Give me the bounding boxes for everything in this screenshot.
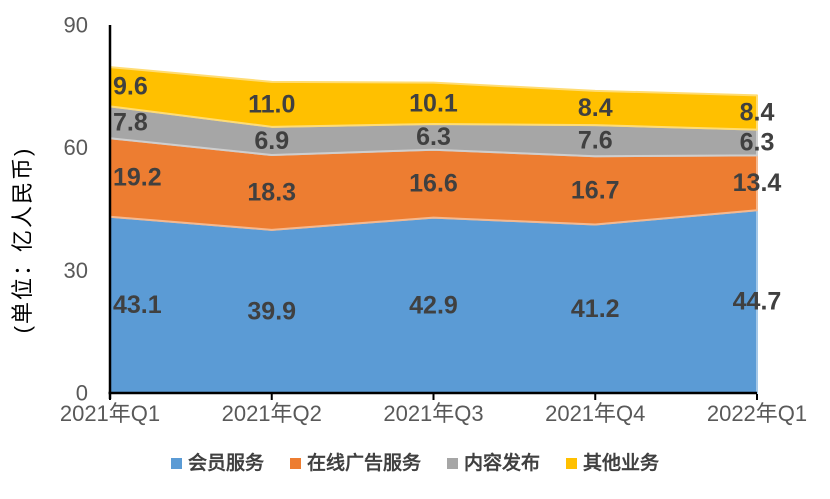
data-label: 42.9: [409, 291, 458, 319]
y-tick-label: 90: [64, 13, 88, 38]
legend-swatch-icon: [447, 457, 458, 469]
y-tick-label: 60: [64, 135, 88, 160]
x-tick-label: 2021年Q1: [60, 401, 160, 426]
plot-area: [109, 66, 758, 394]
chart-legend: 会员服务 在线广告服务 内容发布 其他业务: [0, 448, 830, 478]
legend-item-content-publishing: 内容发布: [447, 454, 540, 473]
legend-label: 内容发布: [464, 452, 541, 474]
axes: 0 30 60 90 2021年Q1 2021年Q2 2021年Q3 2021年Q4 2022年…: [60, 13, 807, 427]
data-label: 18.3: [247, 178, 296, 206]
data-label: 16.7: [571, 176, 620, 204]
legend-item-membership-services: 会员服务: [170, 452, 264, 474]
legend-label: 在线广告服务: [306, 452, 421, 474]
legend-item-online-advertising: 在线广告服务: [289, 452, 421, 474]
data-label: 6.3: [740, 129, 775, 157]
data-label: 9.6: [113, 73, 148, 101]
data-label: 8.4: [740, 99, 775, 127]
data-label: 13.4: [733, 169, 782, 197]
legend-swatch-icon: [566, 457, 578, 469]
area-other-business: [109, 66, 758, 131]
legend-swatch-icon: [170, 457, 182, 469]
stacked-area-chart: 0 30 60 90 2021年Q1 2021年Q2 2021年Q3 2021年Q4 2022年…: [10, 13, 807, 427]
data-label: 11.0: [248, 90, 295, 118]
data-labels: 43.1 39.9 42.9 41.2 44.7 19.2 18.3 16.6 16.7 13.4…: [113, 73, 781, 326]
data-label: 43.1: [113, 291, 162, 319]
data-label: 44.7: [733, 288, 782, 316]
x-tick-label: 2022年Q1: [707, 401, 807, 426]
x-tick-label: 2021年Q3: [383, 401, 483, 426]
y-tick-label: 0: [76, 381, 88, 406]
data-label: 8.4: [578, 94, 613, 122]
data-label: 7.8: [113, 108, 148, 136]
y-axis-title: (单位：亿人民币): [10, 147, 35, 334]
y-tick-label: 30: [64, 258, 88, 283]
legend-item-other-business: 其他业务: [566, 454, 659, 473]
data-label: 41.2: [571, 295, 620, 323]
data-label: 6.3: [416, 123, 451, 151]
x-tick-label: 2021年Q2: [222, 401, 322, 426]
data-label: 39.9: [247, 297, 296, 325]
legend-label: 会员服务: [187, 452, 264, 474]
data-label: 19.2: [113, 164, 162, 192]
legend-swatch-icon: [289, 457, 301, 469]
data-label: 6.9: [254, 127, 289, 155]
data-label: 16.6: [409, 170, 458, 198]
data-label: 7.6: [578, 127, 613, 155]
data-label: 10.1: [409, 89, 458, 117]
x-tick-label: 2021年Q4: [545, 401, 645, 426]
legend-label: 其他业务: [583, 452, 660, 474]
